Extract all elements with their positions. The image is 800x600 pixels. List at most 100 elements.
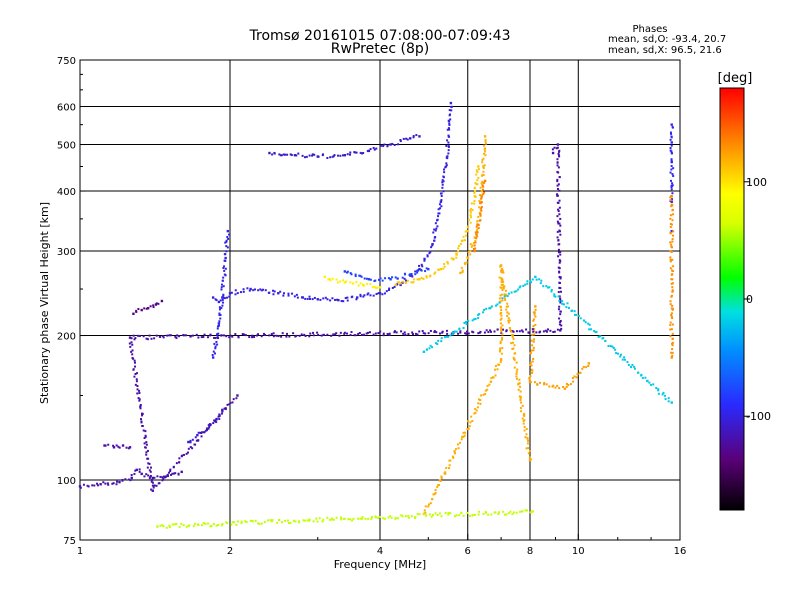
data-point [417,269,420,272]
data-point [445,164,448,167]
data-point [578,314,581,317]
data-point [396,281,399,284]
data-point [217,332,220,335]
data-point [218,418,221,421]
data-point [478,206,481,209]
data-point [290,154,293,157]
data-point [283,153,286,156]
data-point [670,184,673,188]
data-point [279,154,282,157]
data-point [418,135,421,138]
data-point [350,296,353,299]
data-point [522,422,525,425]
data-point [180,522,183,525]
data-point [667,400,670,403]
data-point [501,279,504,282]
data-point [435,331,438,334]
data-point [184,334,187,337]
data-point [507,292,510,295]
data-point [480,197,483,200]
data-point [322,153,325,156]
data-point [270,520,273,523]
data-point [130,474,133,477]
data-point [502,271,505,274]
data-point [254,519,257,522]
data-point [455,330,458,333]
data-point [497,513,500,516]
data-point [579,317,582,320]
data-point [533,311,536,314]
data-point [155,334,158,337]
data-point [343,270,347,273]
data-point [543,382,546,385]
data-point [343,331,346,334]
data-point [671,337,674,340]
data-point [340,518,343,521]
data-point [457,332,460,335]
data-point [588,328,591,331]
data-point [476,223,479,226]
data-point [412,135,415,138]
data-point [499,286,502,289]
data-point [269,519,272,522]
data-point [445,156,449,159]
data-point [351,282,354,285]
data-point [214,345,217,348]
data-point [538,331,541,334]
data-point [593,330,596,333]
data-point [669,217,672,220]
data-point [547,328,550,331]
data-point [557,201,560,204]
data-point [166,474,169,478]
data-point [511,347,514,350]
data-point [174,335,177,338]
data-point [527,452,530,455]
data-point [361,516,364,519]
data-point [534,305,537,308]
data-point [399,138,402,141]
data-point [319,298,322,301]
data-point [477,513,480,516]
data-point [525,427,528,430]
data-point [346,332,349,335]
data-point [519,510,522,513]
data-point [669,335,672,338]
data-point [667,397,670,400]
data-point [524,283,527,286]
data-point [221,298,224,301]
data-point [454,452,457,455]
data-point [156,475,159,478]
data-point [671,192,674,195]
data-point [115,480,118,483]
data-point [106,482,109,485]
data-point [489,306,492,309]
data-point [646,379,649,382]
data-point [437,339,440,342]
data-point [475,169,478,172]
data-point [446,155,449,158]
data-point [342,279,345,282]
data-point [669,258,672,261]
data-point [400,514,403,517]
data-point [551,151,555,155]
data-point [372,294,375,297]
data-point [225,239,228,242]
data-point [670,132,673,135]
data-point [512,511,515,514]
data-point [447,152,450,155]
data-point [141,425,144,428]
data-point [277,292,280,295]
data-point [481,158,484,161]
data-point [476,179,479,182]
data-point [561,385,564,388]
data-point [207,427,210,430]
data-point [205,427,209,430]
data-point [225,521,228,524]
data-point [214,347,217,350]
data-point [556,236,559,239]
data-point [136,388,139,391]
data-point [556,178,559,181]
data-point [133,359,136,362]
data-point [460,266,463,269]
data-point [500,280,503,283]
